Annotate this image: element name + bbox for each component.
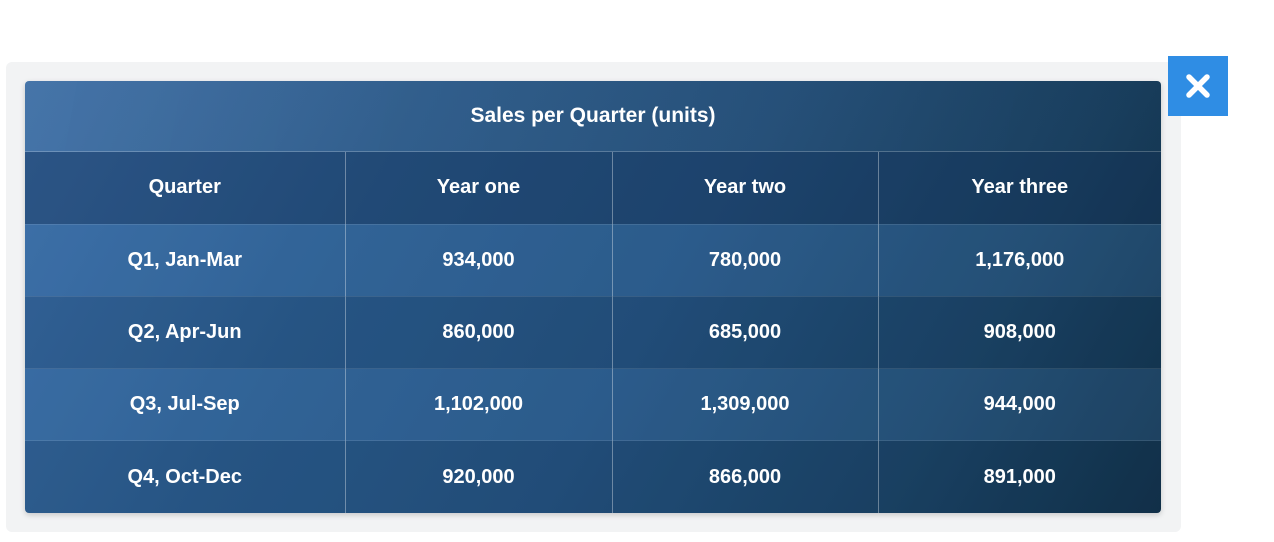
year-three-cell: 908,000 xyxy=(877,296,1161,369)
table-row: Q2, Apr-Jun 860,000 685,000 908,000 xyxy=(25,296,1161,369)
table-title: Sales per Quarter (units) xyxy=(25,81,1161,152)
table-row: Q1, Jan-Mar 934,000 780,000 1,176,000 xyxy=(25,224,1161,297)
sales-table-panel: Sales per Quarter (units) Quarter Year o… xyxy=(25,81,1161,513)
column-header-year-one: Year one xyxy=(344,152,612,224)
year-one-cell: 920,000 xyxy=(344,440,612,513)
year-one-cell: 860,000 xyxy=(344,296,612,369)
year-two-cell: 685,000 xyxy=(611,296,878,369)
year-one-cell: 1,102,000 xyxy=(344,368,612,441)
year-three-cell: 944,000 xyxy=(877,368,1161,441)
year-three-cell: 1,176,000 xyxy=(877,224,1161,297)
quarter-cell: Q4, Oct-Dec xyxy=(127,465,242,488)
quarter-cell: Q3, Jul-Sep xyxy=(129,393,240,416)
column-header-year-two: Year two xyxy=(611,152,878,224)
column-header-year-three: Year three xyxy=(877,152,1161,224)
close-button[interactable] xyxy=(1168,56,1228,116)
table-row: Q3, Jul-Sep 1,102,000 1,309,000 944,000 xyxy=(25,368,1161,441)
sales-table: Quarter Year one Year two Year three Q1,… xyxy=(25,152,1161,513)
year-two-cell: 780,000 xyxy=(611,224,878,297)
close-icon xyxy=(1186,74,1210,98)
year-three-cell: 891,000 xyxy=(877,440,1161,513)
quarter-cell: Q1, Jan-Mar xyxy=(127,248,242,271)
table-row: Q4, Oct-Dec 920,000 866,000 891,000 xyxy=(25,440,1161,513)
year-two-cell: 1,309,000 xyxy=(611,368,878,441)
year-two-cell: 866,000 xyxy=(611,440,878,513)
quarter-cell: Q2, Apr-Jun xyxy=(127,320,242,343)
year-one-cell: 934,000 xyxy=(344,224,612,297)
table-header-row: Quarter Year one Year two Year three xyxy=(25,152,1161,224)
column-header-quarter: Quarter xyxy=(148,176,221,199)
